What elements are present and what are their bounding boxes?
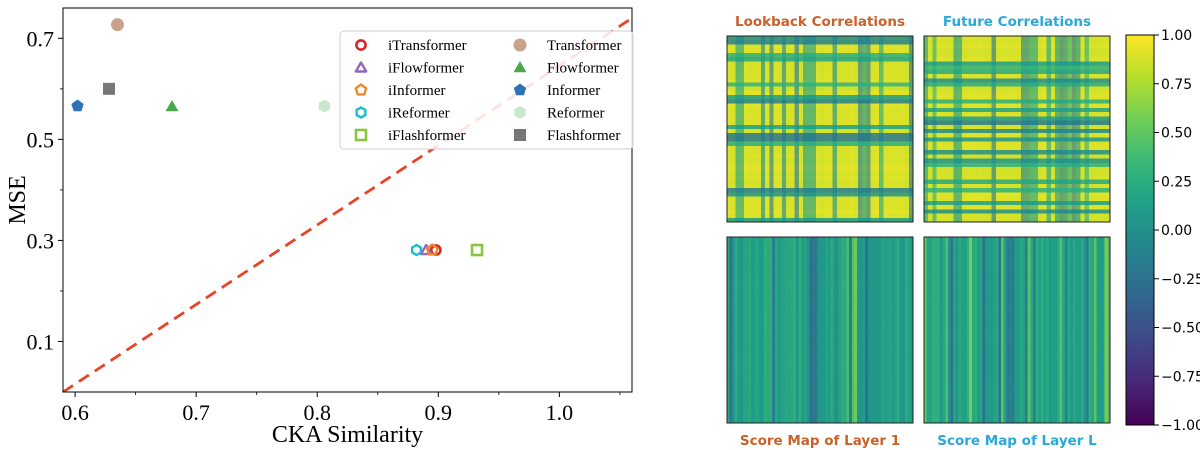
- colorbar-tick-label: 1.00: [1161, 28, 1192, 44]
- heatmap-title: Score Map of Layer L: [937, 433, 1097, 449]
- heatmap-panel: Future Correlations: [923, 14, 1111, 223]
- point-flowformer: [165, 100, 179, 112]
- point-ireformer: [410, 243, 423, 257]
- point-informer: [71, 99, 84, 112]
- colorbar-tick-label: 0.50: [1161, 126, 1192, 142]
- colorbar: 1.00 0.75 0.50 0.25 0.00 −0.25 −0.50 −0.75 −1.00: [1125, 28, 1200, 434]
- point-transformer: [110, 18, 124, 32]
- legend-marker-reformer: [514, 106, 526, 119]
- y-tick-label: 0.5: [27, 127, 55, 152]
- heatmap-panel: Score Map of Layer L: [923, 236, 1111, 449]
- plot-frame: [62, 7, 633, 393]
- legend-label-iflashformer: iFlashformer: [388, 128, 465, 144]
- colorbar-tick-label: 0.75: [1161, 77, 1192, 93]
- x-tick-label: 1.0: [546, 400, 574, 425]
- point-reformer: [318, 99, 331, 113]
- heatmap-frame: [726, 35, 914, 223]
- legend-label-iinformer: iInformer: [388, 83, 445, 99]
- heatmap-rows: [727, 36, 913, 222]
- heatmap-frame: [923, 236, 1111, 424]
- heatmap-frame: [923, 35, 1111, 223]
- x-axis-label: CKA Similarity: [272, 422, 423, 448]
- legend-box: [339, 30, 634, 150]
- x-tick-label: 0.9: [425, 400, 453, 425]
- point-iflowformer: [419, 243, 433, 256]
- legend-label-transformer: Transformer: [547, 38, 621, 54]
- heatmap-frame: [726, 236, 914, 424]
- heatmap-rows: [924, 36, 1110, 222]
- legend-marker-flowformer: [513, 61, 527, 73]
- legend-marker-informer: [513, 83, 527, 96]
- legend-marker-ireformer: [355, 106, 367, 119]
- legend-marker-itransformer: [355, 39, 367, 51]
- heatmap-title: Future Correlations: [943, 14, 1091, 30]
- legend-label-iflowformer: iFlowformer: [388, 61, 464, 77]
- colorbar-tick-label: 0.25: [1161, 174, 1192, 190]
- heatmap-title: Lookback Correlations: [735, 14, 905, 30]
- legend: iTransformer Transformer iFlowformer Flowfo…: [339, 30, 634, 150]
- legend-marker-transformer: [513, 38, 527, 52]
- heatmap-columns: [924, 237, 1110, 423]
- colorbar-tick-label: −0.75: [1161, 369, 1200, 385]
- y-axis-label: MSE: [5, 175, 31, 224]
- heatmap-figure: Lookback Correlations Future Correlations…: [726, 14, 1200, 449]
- data-points: [71, 18, 484, 257]
- legend-label-flowformer: Flowformer: [547, 61, 619, 77]
- colorbar-tick-label: −0.50: [1161, 321, 1200, 337]
- colorbar-bar: [1125, 34, 1155, 426]
- legend-marker-flashformer: [514, 129, 526, 141]
- y-tick-label: 0.7: [27, 26, 55, 51]
- x-tick-label: 0.8: [303, 400, 331, 425]
- x-tick-label: 0.6: [61, 400, 89, 425]
- point-iinformer: [425, 243, 439, 256]
- y-tick-label: 0.1: [27, 329, 55, 354]
- point-iflashformer: [470, 243, 484, 257]
- legend-label-reformer: Reformer: [547, 106, 604, 122]
- colorbar-tick-label: 0.00: [1161, 223, 1192, 239]
- y-tick-label: 0.3: [27, 228, 55, 253]
- legend-label-ireformer: iReformer: [388, 106, 450, 122]
- legend-label-flashformer: Flashformer: [547, 128, 620, 144]
- legend-marker-iflowformer: [354, 61, 368, 73]
- legend-marker-iflashformer: [354, 128, 368, 142]
- legend-label-itransformer: iTransformer: [388, 38, 467, 54]
- legend-marker-iinformer: [354, 83, 368, 96]
- x-tick-label: 0.7: [182, 400, 210, 425]
- y-axis: 0.1 0.3 0.5 0.7 MSE: [5, 26, 63, 354]
- legend-label-informer: Informer: [547, 83, 600, 99]
- colorbar-tick-label: −1.00: [1161, 418, 1200, 434]
- heatmap-panel: Score Map of Layer 1: [726, 236, 914, 449]
- heatmap-title: Score Map of Layer 1: [740, 433, 900, 449]
- x-axis: 0.6 0.7 0.8 0.9 1.0 CKA Similarity: [61, 392, 621, 448]
- colorbar-tick-label: −0.25: [1161, 272, 1200, 288]
- heatmap-panel: Lookback Correlations: [726, 14, 914, 223]
- heatmap-columns: [727, 237, 913, 423]
- point-flashformer: [103, 82, 116, 95]
